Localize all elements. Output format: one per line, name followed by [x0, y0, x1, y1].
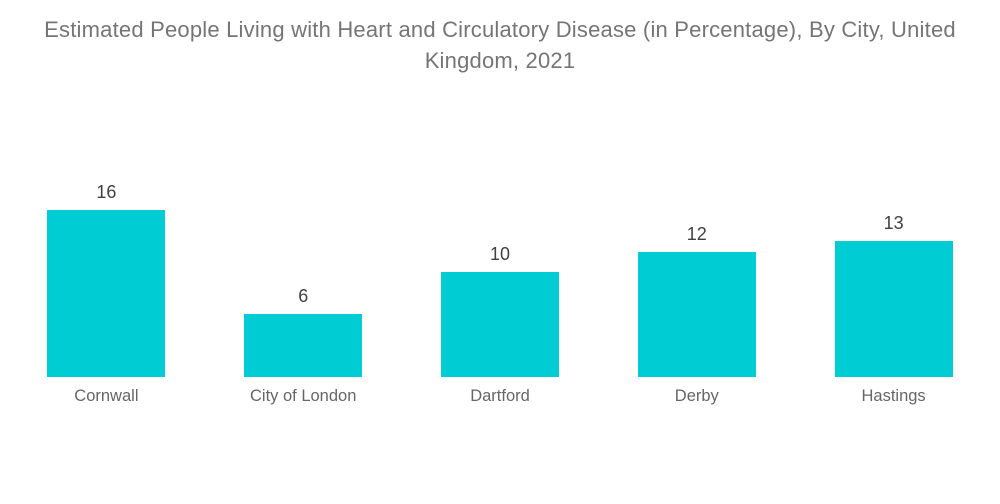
category-label: Derby [674, 387, 719, 405]
bar-value-label: 13 [883, 213, 904, 233]
bar-value-label: 16 [96, 182, 117, 202]
category-label: Cornwall [74, 387, 139, 405]
bar-plot: 16 Cornwall 6 City of London 10 Dartford… [8, 140, 992, 417]
category-label: Dartford [470, 387, 530, 405]
bar-group: 16 Cornwall [8, 140, 205, 417]
bar-group: 10 Dartford [402, 140, 599, 417]
bar [637, 252, 756, 377]
bar-groups: 16 Cornwall 6 City of London 10 Dartford… [8, 140, 992, 417]
chart-title: Estimated People Living with Heart and C… [44, 17, 956, 73]
bar [244, 314, 363, 377]
bar-group: 13 Hastings [795, 140, 992, 417]
bar-value-label: 10 [489, 244, 510, 264]
category-label: Hastings [861, 387, 926, 405]
bar [834, 241, 953, 377]
bar [47, 210, 166, 377]
category-label: City of London [249, 387, 357, 405]
bar-group: 12 Derby [598, 140, 795, 417]
bar-group: 6 City of London [205, 140, 402, 417]
bar [440, 272, 559, 377]
bar-value-label: 6 [298, 286, 309, 306]
bar-value-label: 12 [686, 224, 707, 244]
